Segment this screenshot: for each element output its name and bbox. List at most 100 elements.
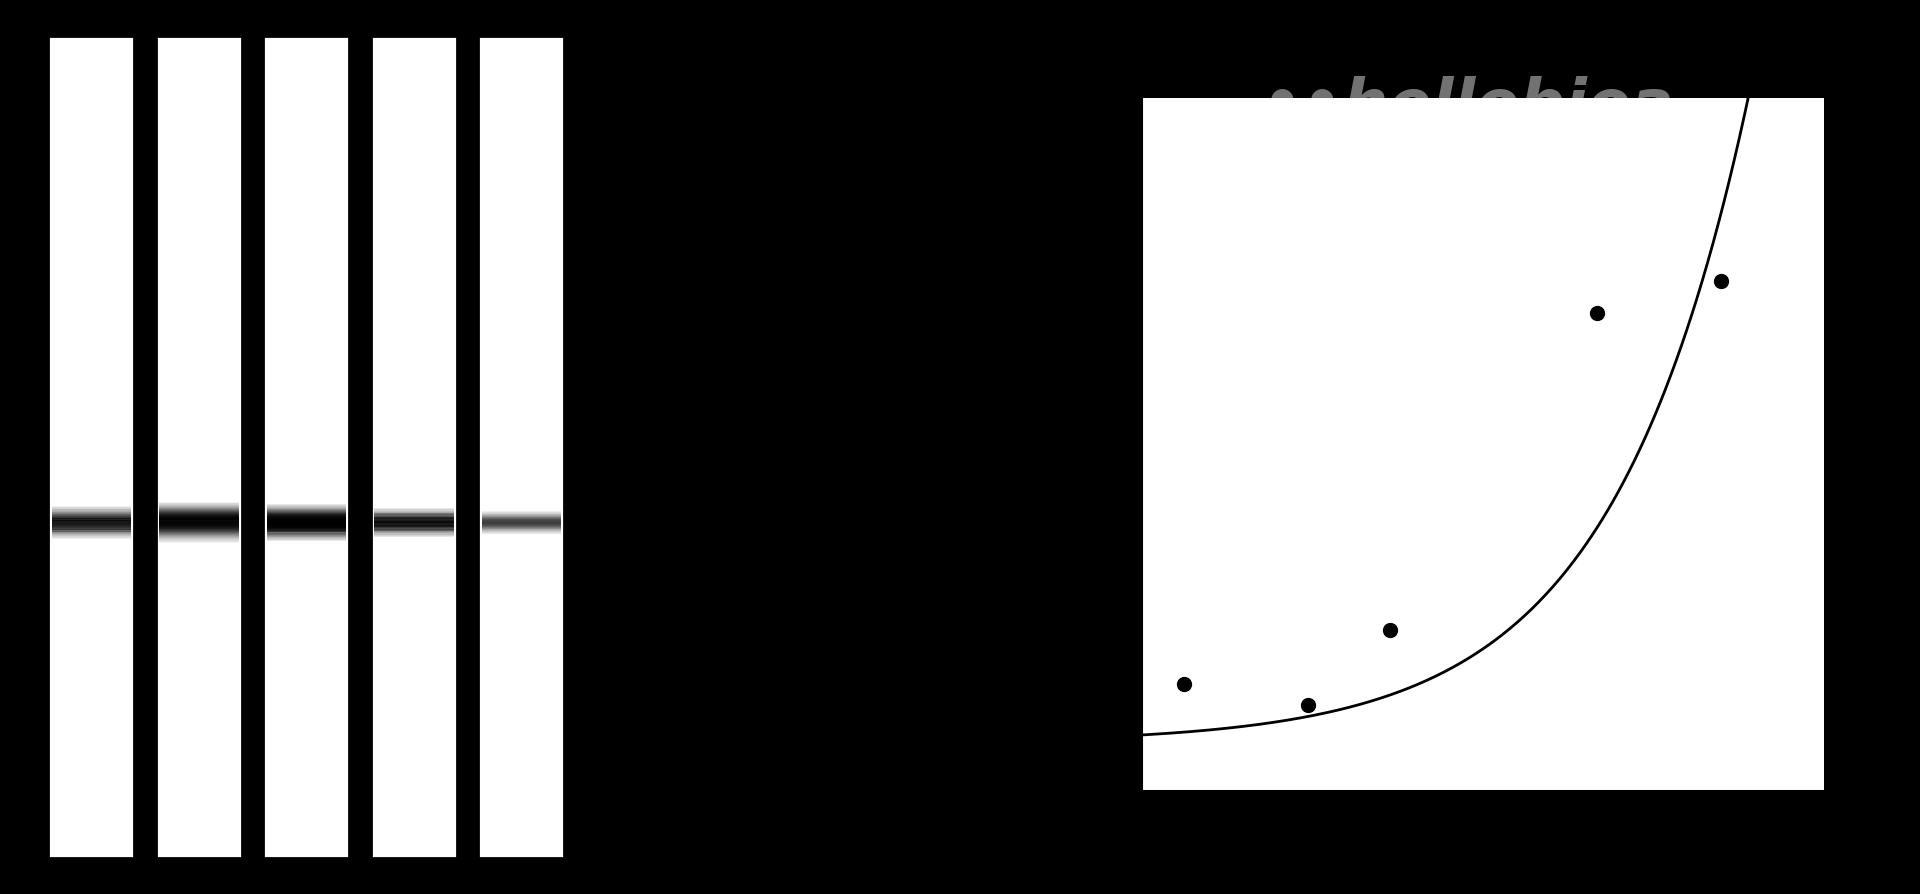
Bar bbox=[52, 517, 131, 519]
Bar bbox=[482, 532, 561, 534]
Bar bbox=[159, 504, 238, 506]
Bar bbox=[267, 528, 346, 529]
Bar bbox=[482, 526, 561, 527]
Bar bbox=[52, 511, 131, 512]
Bar bbox=[52, 535, 131, 536]
Bar bbox=[159, 524, 238, 526]
Bar bbox=[267, 528, 346, 530]
Bar bbox=[482, 512, 561, 514]
Bar bbox=[267, 531, 346, 532]
Bar bbox=[52, 534, 131, 535]
Bar bbox=[267, 509, 346, 510]
Bar bbox=[374, 532, 453, 534]
Bar bbox=[159, 510, 238, 512]
Bar bbox=[482, 528, 561, 529]
Bar bbox=[267, 506, 346, 507]
Bar bbox=[374, 532, 453, 533]
Bar bbox=[52, 510, 131, 511]
Bar bbox=[159, 529, 238, 530]
Bar bbox=[156, 36, 242, 858]
Bar bbox=[52, 528, 131, 529]
Bar bbox=[374, 523, 453, 524]
Bar bbox=[159, 513, 238, 515]
Bar bbox=[374, 510, 453, 511]
Bar bbox=[267, 529, 346, 531]
Bar bbox=[159, 538, 238, 540]
Bar bbox=[52, 531, 131, 532]
Bar bbox=[159, 537, 238, 539]
Bar bbox=[52, 536, 131, 538]
Bar bbox=[159, 523, 238, 524]
Bar bbox=[159, 536, 238, 537]
Bar bbox=[374, 508, 453, 510]
Bar bbox=[159, 514, 238, 516]
Bar bbox=[482, 531, 561, 533]
Bar bbox=[159, 507, 238, 509]
Bar bbox=[159, 502, 238, 504]
Bar bbox=[267, 533, 346, 534]
Bar bbox=[374, 517, 453, 518]
Bar bbox=[52, 516, 131, 518]
Bar bbox=[482, 526, 561, 527]
Bar bbox=[482, 532, 561, 533]
Bar bbox=[267, 518, 346, 519]
Bar bbox=[52, 520, 131, 522]
Bar bbox=[267, 513, 346, 514]
Bar bbox=[374, 532, 453, 533]
Bar bbox=[482, 521, 561, 522]
Bar bbox=[159, 535, 238, 536]
Bar bbox=[159, 506, 238, 507]
Bar bbox=[52, 524, 131, 525]
Bar bbox=[482, 516, 561, 517]
Bar bbox=[267, 531, 346, 533]
Bar bbox=[52, 511, 131, 513]
Bar bbox=[159, 526, 238, 527]
Bar bbox=[482, 514, 561, 515]
Bar bbox=[482, 533, 561, 535]
Bar bbox=[52, 518, 131, 519]
Bar bbox=[52, 525, 131, 527]
Bar bbox=[374, 519, 453, 520]
Bar bbox=[374, 526, 453, 527]
Bar bbox=[267, 511, 346, 513]
Bar bbox=[374, 520, 453, 521]
Bar bbox=[482, 511, 561, 512]
Bar bbox=[482, 515, 561, 516]
Bar bbox=[482, 514, 561, 515]
Bar bbox=[159, 528, 238, 530]
Bar bbox=[267, 504, 346, 506]
Bar bbox=[374, 515, 453, 517]
Bar bbox=[482, 520, 561, 521]
Bar bbox=[482, 526, 561, 527]
Bar bbox=[267, 526, 346, 527]
Bar bbox=[52, 527, 131, 529]
Bar bbox=[52, 534, 131, 536]
Bar bbox=[374, 517, 453, 519]
Bar bbox=[482, 514, 561, 516]
Bar bbox=[52, 529, 131, 530]
Bar bbox=[267, 527, 346, 528]
Bar bbox=[267, 523, 346, 525]
Bar bbox=[52, 523, 131, 524]
Bar bbox=[374, 534, 453, 536]
Bar bbox=[159, 518, 238, 519]
Bar bbox=[482, 527, 561, 528]
Bar bbox=[159, 516, 238, 518]
Bar bbox=[267, 510, 346, 512]
Bar bbox=[482, 525, 561, 526]
Bar bbox=[374, 524, 453, 526]
Bar bbox=[267, 509, 346, 510]
Bar bbox=[52, 538, 131, 539]
Bar bbox=[267, 537, 346, 538]
Bar bbox=[267, 517, 346, 519]
Bar bbox=[52, 536, 131, 537]
Bar bbox=[52, 528, 131, 530]
Bar bbox=[52, 510, 131, 511]
Bar bbox=[263, 36, 349, 858]
Bar bbox=[159, 520, 238, 522]
Bar bbox=[482, 517, 561, 518]
Bar bbox=[374, 525, 453, 527]
Bar bbox=[267, 536, 346, 538]
Bar bbox=[267, 506, 346, 508]
Bar bbox=[267, 530, 346, 531]
